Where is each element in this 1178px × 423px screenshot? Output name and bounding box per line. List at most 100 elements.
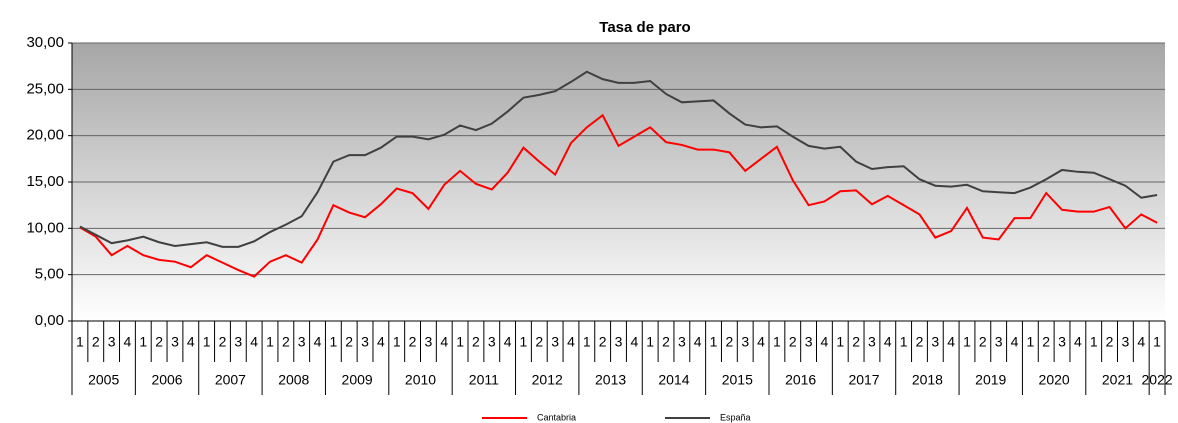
year-label: 2022 (1142, 372, 1173, 388)
x-tick-label: 4 (694, 334, 702, 350)
year-label: 2012 (532, 372, 563, 388)
x-tick-label: 4 (187, 334, 195, 350)
x-tick-label: 3 (868, 334, 876, 350)
x-tick-label: 4 (440, 334, 448, 350)
series-line (79, 113, 1158, 278)
x-tick-label: 2 (725, 334, 733, 350)
y-tick-label: 5,00 (35, 266, 64, 283)
x-tick-label: 2 (155, 334, 163, 350)
year-label: 2010 (405, 372, 436, 388)
series-line (79, 70, 1158, 248)
year-label: 2006 (151, 372, 182, 388)
x-tick-label: 1 (1153, 334, 1161, 350)
y-tick-label: 10,00 (26, 219, 64, 236)
x-tick-label: 3 (1122, 334, 1130, 350)
x-tick-label: 3 (805, 334, 813, 350)
x-tick-label: 3 (995, 334, 1003, 350)
x-tick-label: 1 (900, 334, 908, 350)
x-tick-label: 3 (171, 334, 179, 350)
legend-label: Cantabria (537, 412, 576, 422)
x-tick-label: 4 (377, 334, 385, 350)
x-tick-label: 4 (947, 334, 955, 350)
x-tick-label: 2 (282, 334, 290, 350)
x-tick-label: 4 (884, 334, 892, 350)
x-tick-label: 3 (298, 334, 306, 350)
year-label: 2018 (912, 372, 943, 388)
x-tick-label: 1 (520, 334, 528, 350)
x-tick-label: 4 (1011, 334, 1019, 350)
y-tick-label: 15,00 (26, 173, 64, 190)
x-tick-label: 2 (662, 334, 670, 350)
x-tick-label: 1 (963, 334, 971, 350)
legend-label: España (720, 412, 751, 422)
chart-title: Tasa de paro (599, 19, 690, 36)
x-tick-label: 2 (916, 334, 924, 350)
year-label: 2011 (469, 372, 499, 388)
y-tick-label: 0,00 (35, 312, 64, 329)
x-tick-label: 3 (551, 334, 559, 350)
x-tick-label: 4 (567, 334, 575, 350)
year-label: 2014 (658, 372, 689, 388)
year-label: 2013 (595, 372, 626, 388)
x-tick-label: 1 (773, 334, 781, 350)
x-tick-label: 4 (630, 334, 638, 350)
year-label: 2008 (278, 372, 309, 388)
x-tick-label: 4 (757, 334, 765, 350)
x-tick-label: 1 (266, 334, 274, 350)
x-tick-label: 4 (821, 334, 829, 350)
x-tick-label: 2 (979, 334, 987, 350)
x-tick-label: 2 (1106, 334, 1114, 350)
x-tick-label: 1 (1090, 334, 1098, 350)
x-tick-label: 1 (139, 334, 147, 350)
x-tick-label: 2 (345, 334, 353, 350)
x-tick-label: 2 (219, 334, 227, 350)
year-label: 2017 (848, 372, 879, 388)
x-tick-label: 3 (488, 334, 496, 350)
x-tick-label: 1 (583, 334, 591, 350)
year-label: 2021 (1102, 372, 1133, 388)
y-tick-label: 25,00 (26, 80, 64, 97)
x-tick-label: 3 (741, 334, 749, 350)
year-label: 2005 (88, 372, 119, 388)
x-tick-label: 2 (92, 334, 100, 350)
x-tick-label: 3 (678, 334, 686, 350)
x-tick-label: 3 (931, 334, 939, 350)
x-tick-label: 1 (646, 334, 654, 350)
x-tick-label: 4 (250, 334, 258, 350)
x-tick-label: 4 (124, 334, 132, 350)
x-tick-label: 2 (472, 334, 480, 350)
year-label: 2007 (215, 372, 246, 388)
x-tick-label: 4 (504, 334, 512, 350)
year-label: 2019 (975, 372, 1006, 388)
x-tick-label: 2 (1042, 334, 1050, 350)
x-tick-label: 1 (836, 334, 844, 350)
x-tick-label: 3 (425, 334, 433, 350)
x-tick-label: 2 (535, 334, 543, 350)
x-tick-label: 3 (361, 334, 369, 350)
year-label: 2020 (1039, 372, 1070, 388)
year-label: 2016 (785, 372, 816, 388)
x-tick-label: 1 (329, 334, 337, 350)
y-tick-label: 30,00 (26, 34, 64, 51)
x-tick-label: 4 (314, 334, 322, 350)
y-tick-label: 20,00 (26, 127, 64, 144)
x-tick-label: 2 (409, 334, 417, 350)
year-label: 2009 (342, 372, 373, 388)
x-tick-label: 2 (789, 334, 797, 350)
x-tick-label: 4 (1137, 334, 1145, 350)
x-tick-label: 1 (203, 334, 211, 350)
x-tick-label: 3 (1058, 334, 1066, 350)
x-tick-label: 1 (1026, 334, 1034, 350)
x-tick-label: 1 (710, 334, 718, 350)
x-tick-label: 1 (393, 334, 401, 350)
x-tick-label: 1 (456, 334, 464, 350)
x-tick-label: 2 (599, 334, 607, 350)
x-tick-label: 1 (76, 334, 84, 350)
x-tick-label: 4 (1074, 334, 1082, 350)
x-tick-label: 3 (615, 334, 623, 350)
x-tick-label: 3 (108, 334, 116, 350)
x-tick-label: 2 (852, 334, 860, 350)
x-tick-label: 3 (234, 334, 242, 350)
year-label: 2015 (722, 372, 753, 388)
